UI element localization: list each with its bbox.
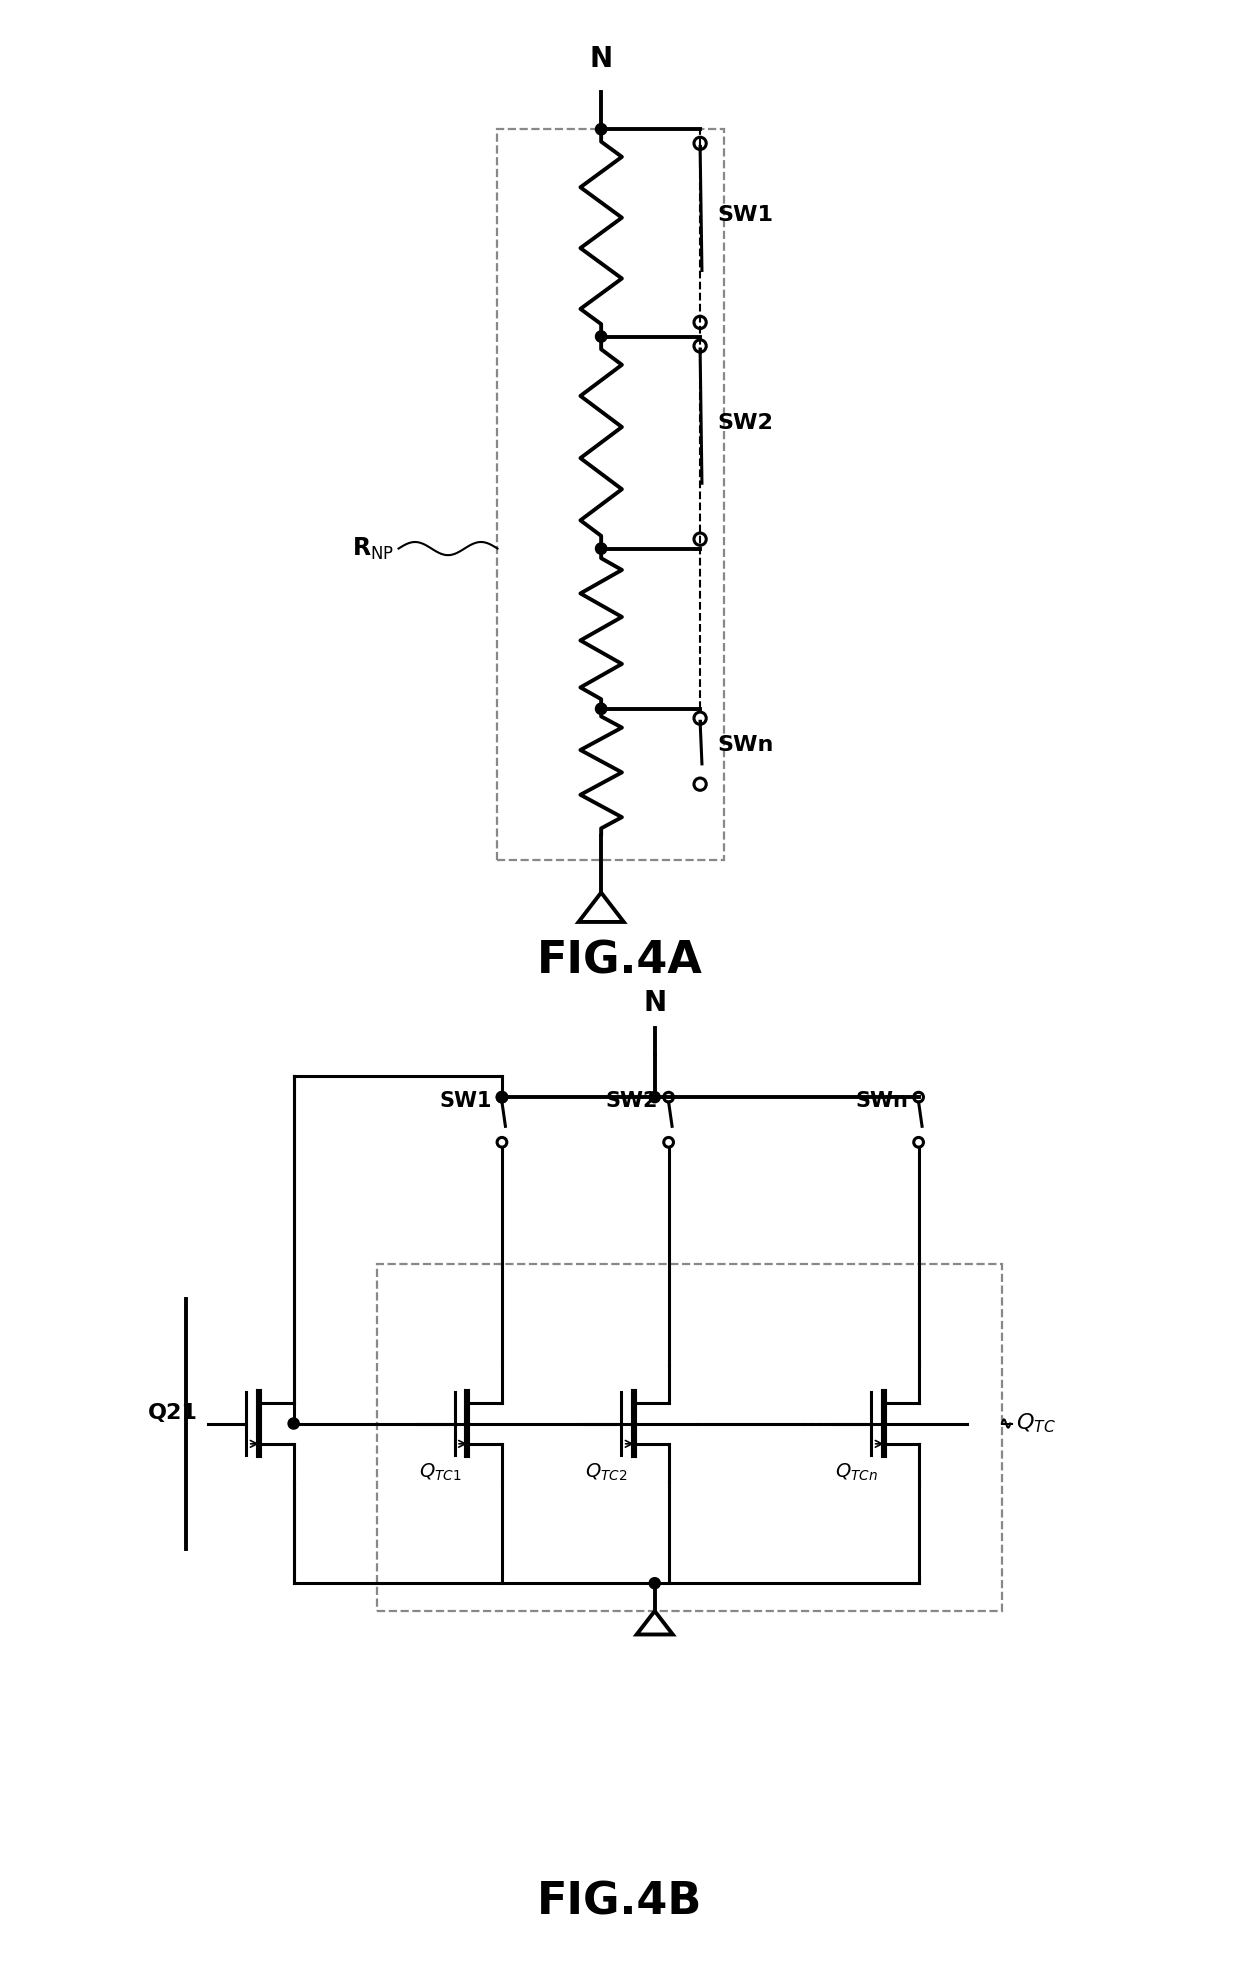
Circle shape — [650, 1091, 660, 1103]
Text: $Q_{TC1}$: $Q_{TC1}$ — [419, 1462, 461, 1482]
Text: SW2: SW2 — [605, 1091, 658, 1111]
Circle shape — [595, 544, 606, 554]
Text: SWn: SWn — [856, 1091, 908, 1111]
Circle shape — [650, 1577, 660, 1589]
Text: N: N — [644, 990, 666, 1018]
Text: SWn: SWn — [717, 734, 774, 754]
Text: Q21: Q21 — [148, 1403, 197, 1423]
Circle shape — [595, 331, 606, 341]
Text: SW1: SW1 — [717, 204, 773, 224]
Text: $Q_{TC}$: $Q_{TC}$ — [1016, 1413, 1055, 1434]
Text: FIG.4B: FIG.4B — [537, 1881, 703, 1924]
Text: SW1: SW1 — [439, 1091, 491, 1111]
Circle shape — [288, 1419, 299, 1428]
Text: N: N — [589, 46, 613, 73]
Text: FIG.4A: FIG.4A — [537, 938, 703, 982]
Circle shape — [496, 1091, 507, 1103]
Text: $Q_{TC2}$: $Q_{TC2}$ — [585, 1462, 627, 1482]
Circle shape — [595, 123, 606, 135]
Circle shape — [595, 702, 606, 714]
Text: R$_{\mathsf{NP}}$: R$_{\mathsf{NP}}$ — [352, 536, 394, 561]
Text: SW2: SW2 — [717, 413, 773, 433]
Text: $Q_{TCn}$: $Q_{TCn}$ — [836, 1462, 878, 1482]
